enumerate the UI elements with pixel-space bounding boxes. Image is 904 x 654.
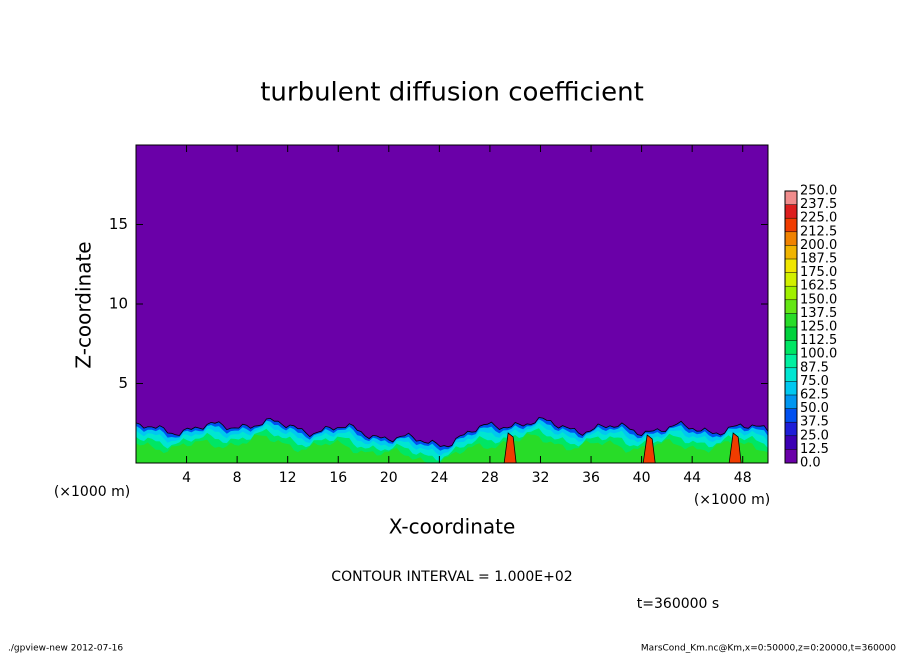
colorbar-segment	[785, 231, 797, 246]
colorbar-label: 250.0	[800, 184, 837, 199]
colorbar-label: 0.0	[800, 456, 821, 471]
colorbar-segment	[785, 327, 797, 341]
y-tick-label: 10	[109, 295, 128, 313]
x-unit-left: (×1000 m)	[54, 484, 130, 500]
colorbar-label: 87.5	[800, 360, 829, 375]
field-layer	[136, 433, 768, 463]
colorbar-label: 150.0	[800, 292, 837, 307]
x-tick-label: 44	[683, 470, 701, 486]
colorbar-segment	[785, 449, 797, 463]
colorbar-label: 112.5	[800, 333, 837, 348]
x-tick-label: 40	[633, 470, 651, 486]
colorbar-segment	[785, 422, 797, 436]
time-label: t=360000 s	[637, 596, 719, 612]
x-tick-label: 4	[182, 470, 191, 486]
colorbar-label: 37.5	[800, 415, 829, 430]
field-background	[136, 145, 768, 463]
colorbar-label: 212.5	[800, 224, 837, 239]
colorbar-label: 50.0	[800, 401, 829, 416]
colorbar-segment	[785, 408, 797, 423]
colorbar-label: 75.0	[800, 374, 829, 389]
colorbar-segment	[785, 204, 797, 219]
y-tick-label: 5	[118, 374, 128, 392]
x-tick-label: 28	[481, 470, 499, 486]
colorbar-label: 162.5	[800, 279, 837, 294]
x-axis-label: X-coordinate	[389, 515, 516, 539]
y-tick-label: 15	[109, 215, 128, 233]
footer-left: ./gpview-new 2012-07-16	[8, 644, 123, 654]
x-tick-label: 24	[430, 470, 448, 486]
x-tick-label: 16	[329, 470, 347, 486]
colorbar-segment	[785, 435, 797, 450]
colorbar-segment	[785, 395, 797, 409]
colorbar-segment	[785, 299, 797, 314]
colorbar-segment	[785, 354, 797, 368]
x-tick-label: 20	[380, 470, 398, 486]
colorbar-segment	[785, 259, 797, 273]
x-tick-label: 8	[233, 470, 242, 486]
x-tick-label: 36	[582, 470, 600, 486]
colorbar-segment	[785, 313, 797, 327]
colorbar-segment	[785, 381, 797, 395]
colorbar-segment	[785, 218, 797, 232]
colorbar-label: 125.0	[800, 320, 837, 335]
footer-right: MarsCond_Km.nc@Km,x=0:50000,z=0:20000,t=…	[641, 644, 896, 654]
colorbar-label: 100.0	[800, 347, 837, 362]
x-tick-label: 12	[279, 470, 297, 486]
colorbar-segment	[785, 272, 797, 287]
chart-title: turbulent diffusion coefficient	[260, 78, 644, 108]
colorbar-segment	[785, 191, 797, 205]
x-tick-label: 32	[532, 470, 550, 486]
x-unit-right: (×1000 m)	[694, 492, 770, 508]
colorbar-label: 200.0	[800, 238, 837, 253]
colorbar-segment	[785, 340, 797, 355]
colorbar-label: 25.0	[800, 428, 829, 443]
x-tick-label: 48	[734, 470, 752, 486]
colorbar-label: 225.0	[800, 211, 837, 226]
colorbar-label: 237.5	[800, 197, 837, 212]
contour-interval: CONTOUR INTERVAL = 1.000E+02	[331, 569, 572, 585]
y-axis-label: Z-coordinate	[72, 241, 96, 368]
colorbar-label: 187.5	[800, 252, 837, 267]
colorbar-label: 175.0	[800, 265, 837, 280]
colorbar-segment	[785, 245, 797, 259]
colorbar-segment	[785, 367, 797, 382]
colorbar-segment	[785, 286, 797, 300]
colorbar-label: 62.5	[800, 388, 829, 403]
colorbar-label: 12.5	[800, 442, 829, 457]
colorbar-label: 137.5	[800, 306, 837, 321]
